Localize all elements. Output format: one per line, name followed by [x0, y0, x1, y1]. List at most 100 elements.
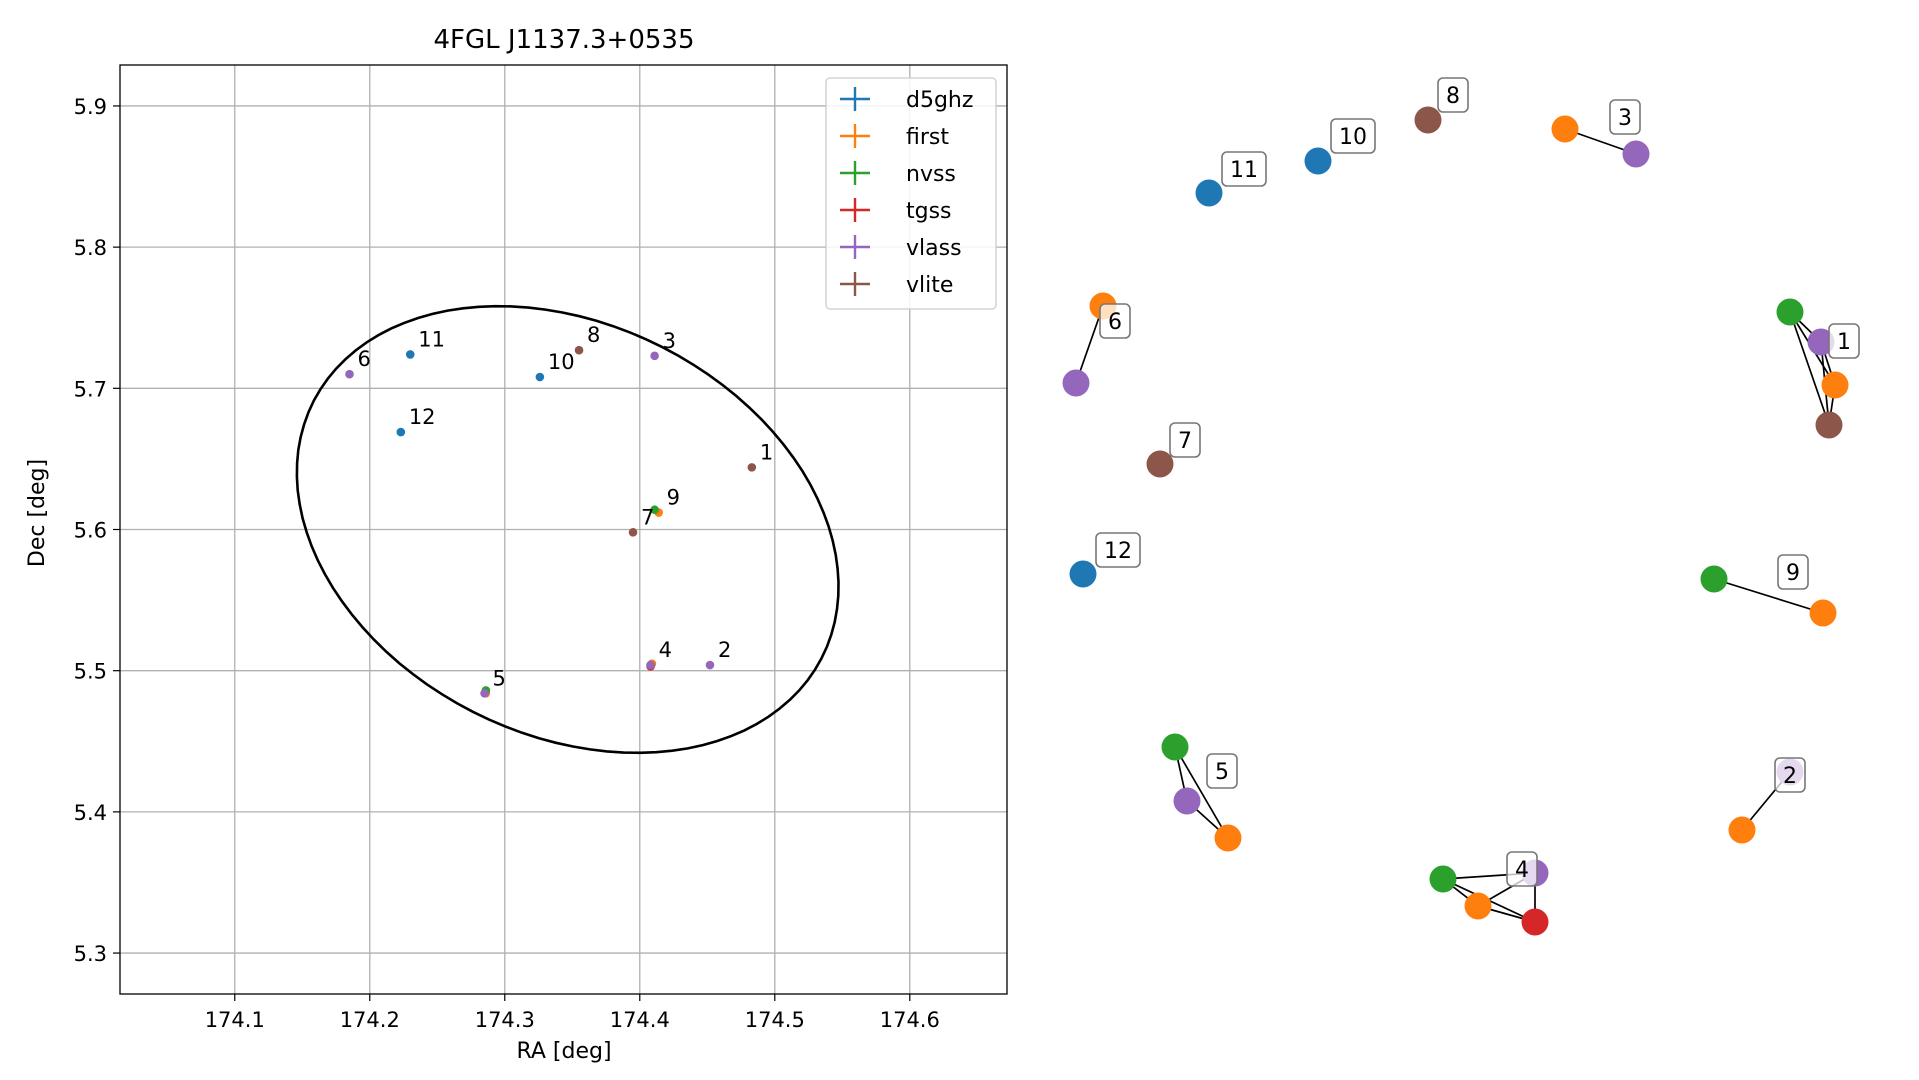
point-d5ghz: [396, 427, 406, 437]
network-cluster-1: 1: [1776, 298, 1860, 439]
x-tick-label: 174.6: [880, 1008, 940, 1032]
point-annotation-10: 10: [548, 350, 575, 374]
point-annotation-2: 2: [718, 638, 731, 662]
network-label-11: 11: [1230, 158, 1258, 183]
network-label-7: 7: [1178, 429, 1192, 454]
point-annotation-3: 3: [663, 329, 676, 353]
network-label-box: [1221, 151, 1267, 187]
point-annotation-8: 8: [587, 323, 600, 347]
network-label-9: 9: [1786, 561, 1800, 586]
x-axis-ticks: 174.1 174.2 174.3 174.4 174.5 174.6: [205, 994, 940, 1032]
network-node-nvss: [1161, 733, 1189, 761]
network-cluster-8: 8: [1414, 77, 1469, 134]
network-label-3: 3: [1618, 106, 1632, 131]
x-tick-label: 174.5: [745, 1008, 805, 1032]
network-node-nvss: [1429, 865, 1457, 893]
x-tick-label: 174.2: [340, 1008, 400, 1032]
network-node-tgss: [1521, 908, 1549, 936]
legend-label-vlite: vlite: [906, 273, 953, 298]
network-cluster-5: 5: [1161, 733, 1242, 852]
network-cluster-12: 12: [1069, 532, 1141, 588]
network-label-1: 1: [1837, 330, 1851, 355]
network-label-12: 12: [1104, 539, 1132, 564]
network-node-first: [1464, 892, 1492, 920]
network-edge: [1174, 746, 1229, 839]
legend-label-vlass: vlass: [906, 236, 962, 261]
legend-label-d5ghz: d5ghz: [906, 88, 973, 113]
network-label-4: 4: [1515, 858, 1529, 883]
point-vlite: [747, 463, 757, 472]
point-annotation-9: 9: [667, 486, 680, 510]
network-label-box: [1099, 303, 1131, 339]
network-label-box: [1330, 118, 1376, 154]
network-label-5: 5: [1215, 760, 1229, 785]
network-label-10: 10: [1339, 125, 1367, 150]
error-ellipse-path: [295, 304, 840, 755]
x-tick-label: 174.3: [475, 1008, 535, 1032]
point-vlite: [574, 345, 584, 355]
network-label-box: [1828, 323, 1860, 359]
network-label-box: [1777, 554, 1809, 590]
network-label-box: [1095, 532, 1141, 568]
network-node-vlass: [1173, 787, 1201, 815]
data-points: [345, 345, 757, 698]
network-cluster-7: 7: [1146, 422, 1201, 478]
network-label-box: [1609, 99, 1641, 135]
network-node-d5ghz: [1195, 179, 1223, 207]
network-label-box: [1169, 422, 1201, 458]
y-tick-label: 5.8: [74, 236, 107, 260]
point-d5ghz: [535, 372, 545, 382]
network-node-vlite: [1414, 106, 1442, 134]
chart-title: 4FGL J1137.3+0535: [434, 25, 695, 55]
network-node-vlite: [1146, 450, 1174, 478]
y-axis-label: Dec [deg]: [25, 459, 50, 567]
network-node-d5ghz: [1304, 147, 1332, 175]
point-annotation-1: 1: [760, 440, 773, 464]
network-label-8: 8: [1446, 84, 1460, 109]
network-node-d5ghz: [1069, 560, 1097, 588]
network-label-2: 2: [1783, 764, 1797, 789]
network-cluster-6: 6: [1062, 292, 1131, 397]
y-tick-label: 5.3: [74, 942, 107, 966]
point-d5ghz: [405, 350, 415, 359]
network-cluster-10: 10: [1304, 118, 1376, 175]
network-node-vlass: [1622, 140, 1650, 168]
point-vlass: [345, 369, 354, 379]
network-label-box: [1774, 757, 1806, 793]
point-nvss: [650, 505, 659, 515]
error-ellipse: [295, 304, 840, 755]
network-node-vlass: [1062, 369, 1090, 397]
network-node-nvss: [1776, 298, 1804, 326]
point-annotation-6: 6: [358, 347, 371, 371]
legend-label-nvss: nvss: [906, 162, 956, 187]
network-node-first: [1809, 599, 1837, 627]
network-node-first: [1821, 371, 1849, 399]
legend-label-tgss: tgss: [906, 199, 952, 224]
point-annotation-11: 11: [418, 327, 445, 351]
y-tick-label: 5.6: [74, 519, 107, 543]
y-tick-label: 5.9: [74, 95, 107, 119]
point-annotation-4: 4: [659, 638, 672, 662]
network-label-6: 6: [1108, 310, 1122, 335]
network-cluster-3: 3: [1551, 99, 1650, 168]
x-tick-label: 174.1: [205, 1008, 265, 1032]
network-cluster-9: 9: [1700, 554, 1837, 627]
x-axis-label: RA [deg]: [516, 1039, 611, 1064]
network-node-vlass: [1807, 328, 1835, 356]
network-edge: [1789, 311, 1830, 426]
network-cluster-11: 11: [1195, 151, 1267, 207]
network-node-vlite: [1815, 411, 1843, 439]
point-vlass: [705, 660, 715, 670]
point-annotation-7: 7: [641, 505, 654, 529]
y-tick-label: 5.5: [74, 660, 107, 684]
network-edge: [1075, 305, 1104, 384]
network-cluster-2: 2: [1728, 757, 1806, 844]
point-vlite: [628, 528, 638, 537]
network-cluster-4: 4: [1429, 851, 1549, 936]
point-vlass: [480, 688, 489, 698]
network-label-box: [1206, 753, 1238, 789]
